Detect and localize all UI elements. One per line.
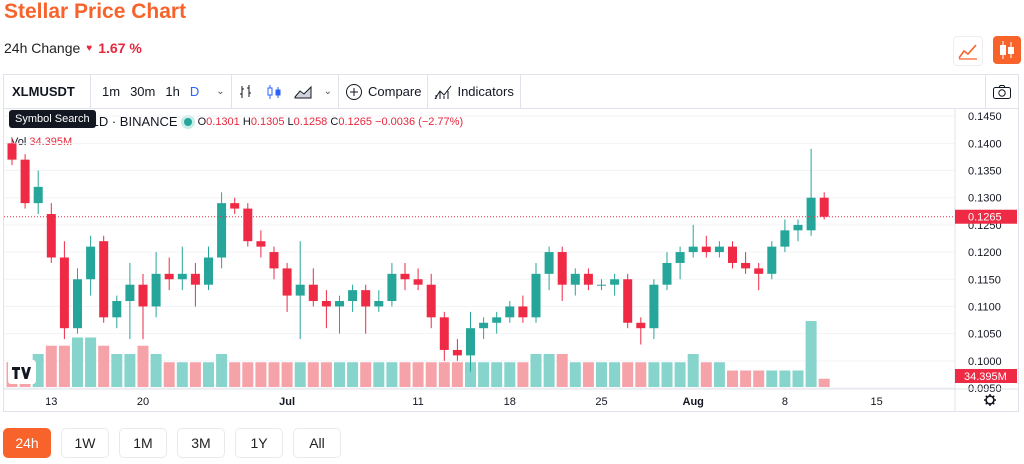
timeframe-1m[interactable]: 1m bbox=[102, 84, 121, 99]
range-selector: 24h 1W 1M 3M 1Y All bbox=[3, 428, 341, 458]
range-button-1w[interactable]: 1W bbox=[61, 428, 109, 458]
toolbar-divider bbox=[338, 75, 339, 108]
bars-icon bbox=[239, 84, 251, 98]
timeframe-1h[interactable]: 1h bbox=[165, 84, 180, 99]
timeframe-group: 1m 30m 1h D bbox=[91, 75, 210, 108]
timeframe-dropdown-button[interactable]: ⌄ bbox=[210, 75, 230, 108]
volume-label: Vol bbox=[11, 136, 27, 148]
chart-toolbar: XLMUSDT 1m 30m 1h D ⌄ ⌄ Compare Indicators bbox=[4, 75, 1018, 109]
range-button-1y[interactable]: 1Y bbox=[235, 428, 283, 458]
line-chart-button[interactable] bbox=[953, 36, 983, 66]
compare-label: Compare bbox=[368, 84, 422, 99]
toolbar-divider bbox=[427, 75, 429, 108]
toolbar-divider bbox=[90, 75, 91, 108]
area-style-button[interactable] bbox=[288, 75, 318, 108]
candle-style-button[interactable] bbox=[260, 75, 288, 108]
timeframe-d[interactable]: D bbox=[189, 84, 200, 99]
chart-widget: XLMUSDT 1m 30m 1h D ⌄ ⌄ Compare Indicators bbox=[3, 74, 1019, 412]
chevron-down-icon: ⌄ bbox=[216, 86, 225, 97]
page-title: Stellar Price Chart bbox=[4, 0, 187, 23]
volume-legend: Vol 34.395M bbox=[11, 136, 72, 148]
symbol-search-tooltip: Symbol Search bbox=[9, 110, 96, 128]
close-value: 0.1265 bbox=[338, 115, 372, 128]
camera-icon bbox=[993, 84, 1011, 99]
toolbar-divider bbox=[519, 75, 521, 108]
toolbar-divider bbox=[230, 75, 232, 108]
volume-value: 34.395M bbox=[29, 136, 73, 148]
range-button-all[interactable]: All bbox=[293, 428, 341, 458]
indicators-label: Indicators bbox=[457, 84, 514, 99]
indicators-button[interactable]: Indicators bbox=[428, 75, 519, 108]
bar-style-button[interactable] bbox=[232, 75, 260, 108]
chevron-down-icon: ⌄ bbox=[323, 86, 332, 97]
area-icon bbox=[294, 85, 312, 98]
candle-chart-button[interactable] bbox=[993, 36, 1021, 64]
change-label: 24h Change bbox=[4, 40, 81, 56]
change-row: 24h Change ♥ 1.67 % bbox=[4, 40, 142, 56]
plus-circle-icon bbox=[346, 83, 362, 100]
timeframe-30m[interactable]: 30m bbox=[130, 84, 156, 99]
compare-button[interactable]: Compare bbox=[339, 75, 427, 108]
high-value: 0.1305 bbox=[250, 115, 285, 128]
range-button-1m[interactable]: 1M bbox=[119, 428, 167, 458]
low-value: 0.1258 bbox=[293, 115, 328, 128]
line-chart-icon bbox=[958, 44, 977, 60]
open-value: 0.1301 bbox=[206, 115, 240, 128]
candlestick-icon bbox=[1000, 41, 1014, 59]
range-button-3m[interactable]: 3M bbox=[177, 428, 225, 458]
range-button-24h[interactable]: 24h bbox=[3, 428, 51, 458]
ohlc-values: O0.1301 H0.1305 L0.1258 C0.1265 −0.0036 … bbox=[197, 115, 464, 128]
snapshot-button[interactable] bbox=[985, 75, 1018, 108]
change-amount: −0.0036 (−2.77%) bbox=[375, 115, 464, 128]
candles-icon bbox=[267, 84, 281, 99]
market-status-dot bbox=[183, 117, 192, 126]
chart-type-dropdown-button[interactable]: ⌄ bbox=[318, 75, 338, 108]
indicators-icon bbox=[435, 85, 452, 99]
symbol-search-button[interactable]: XLMUSDT bbox=[12, 84, 75, 99]
change-value: 1.67 % bbox=[98, 40, 142, 56]
down-arrow-icon: ♥ bbox=[86, 42, 93, 54]
